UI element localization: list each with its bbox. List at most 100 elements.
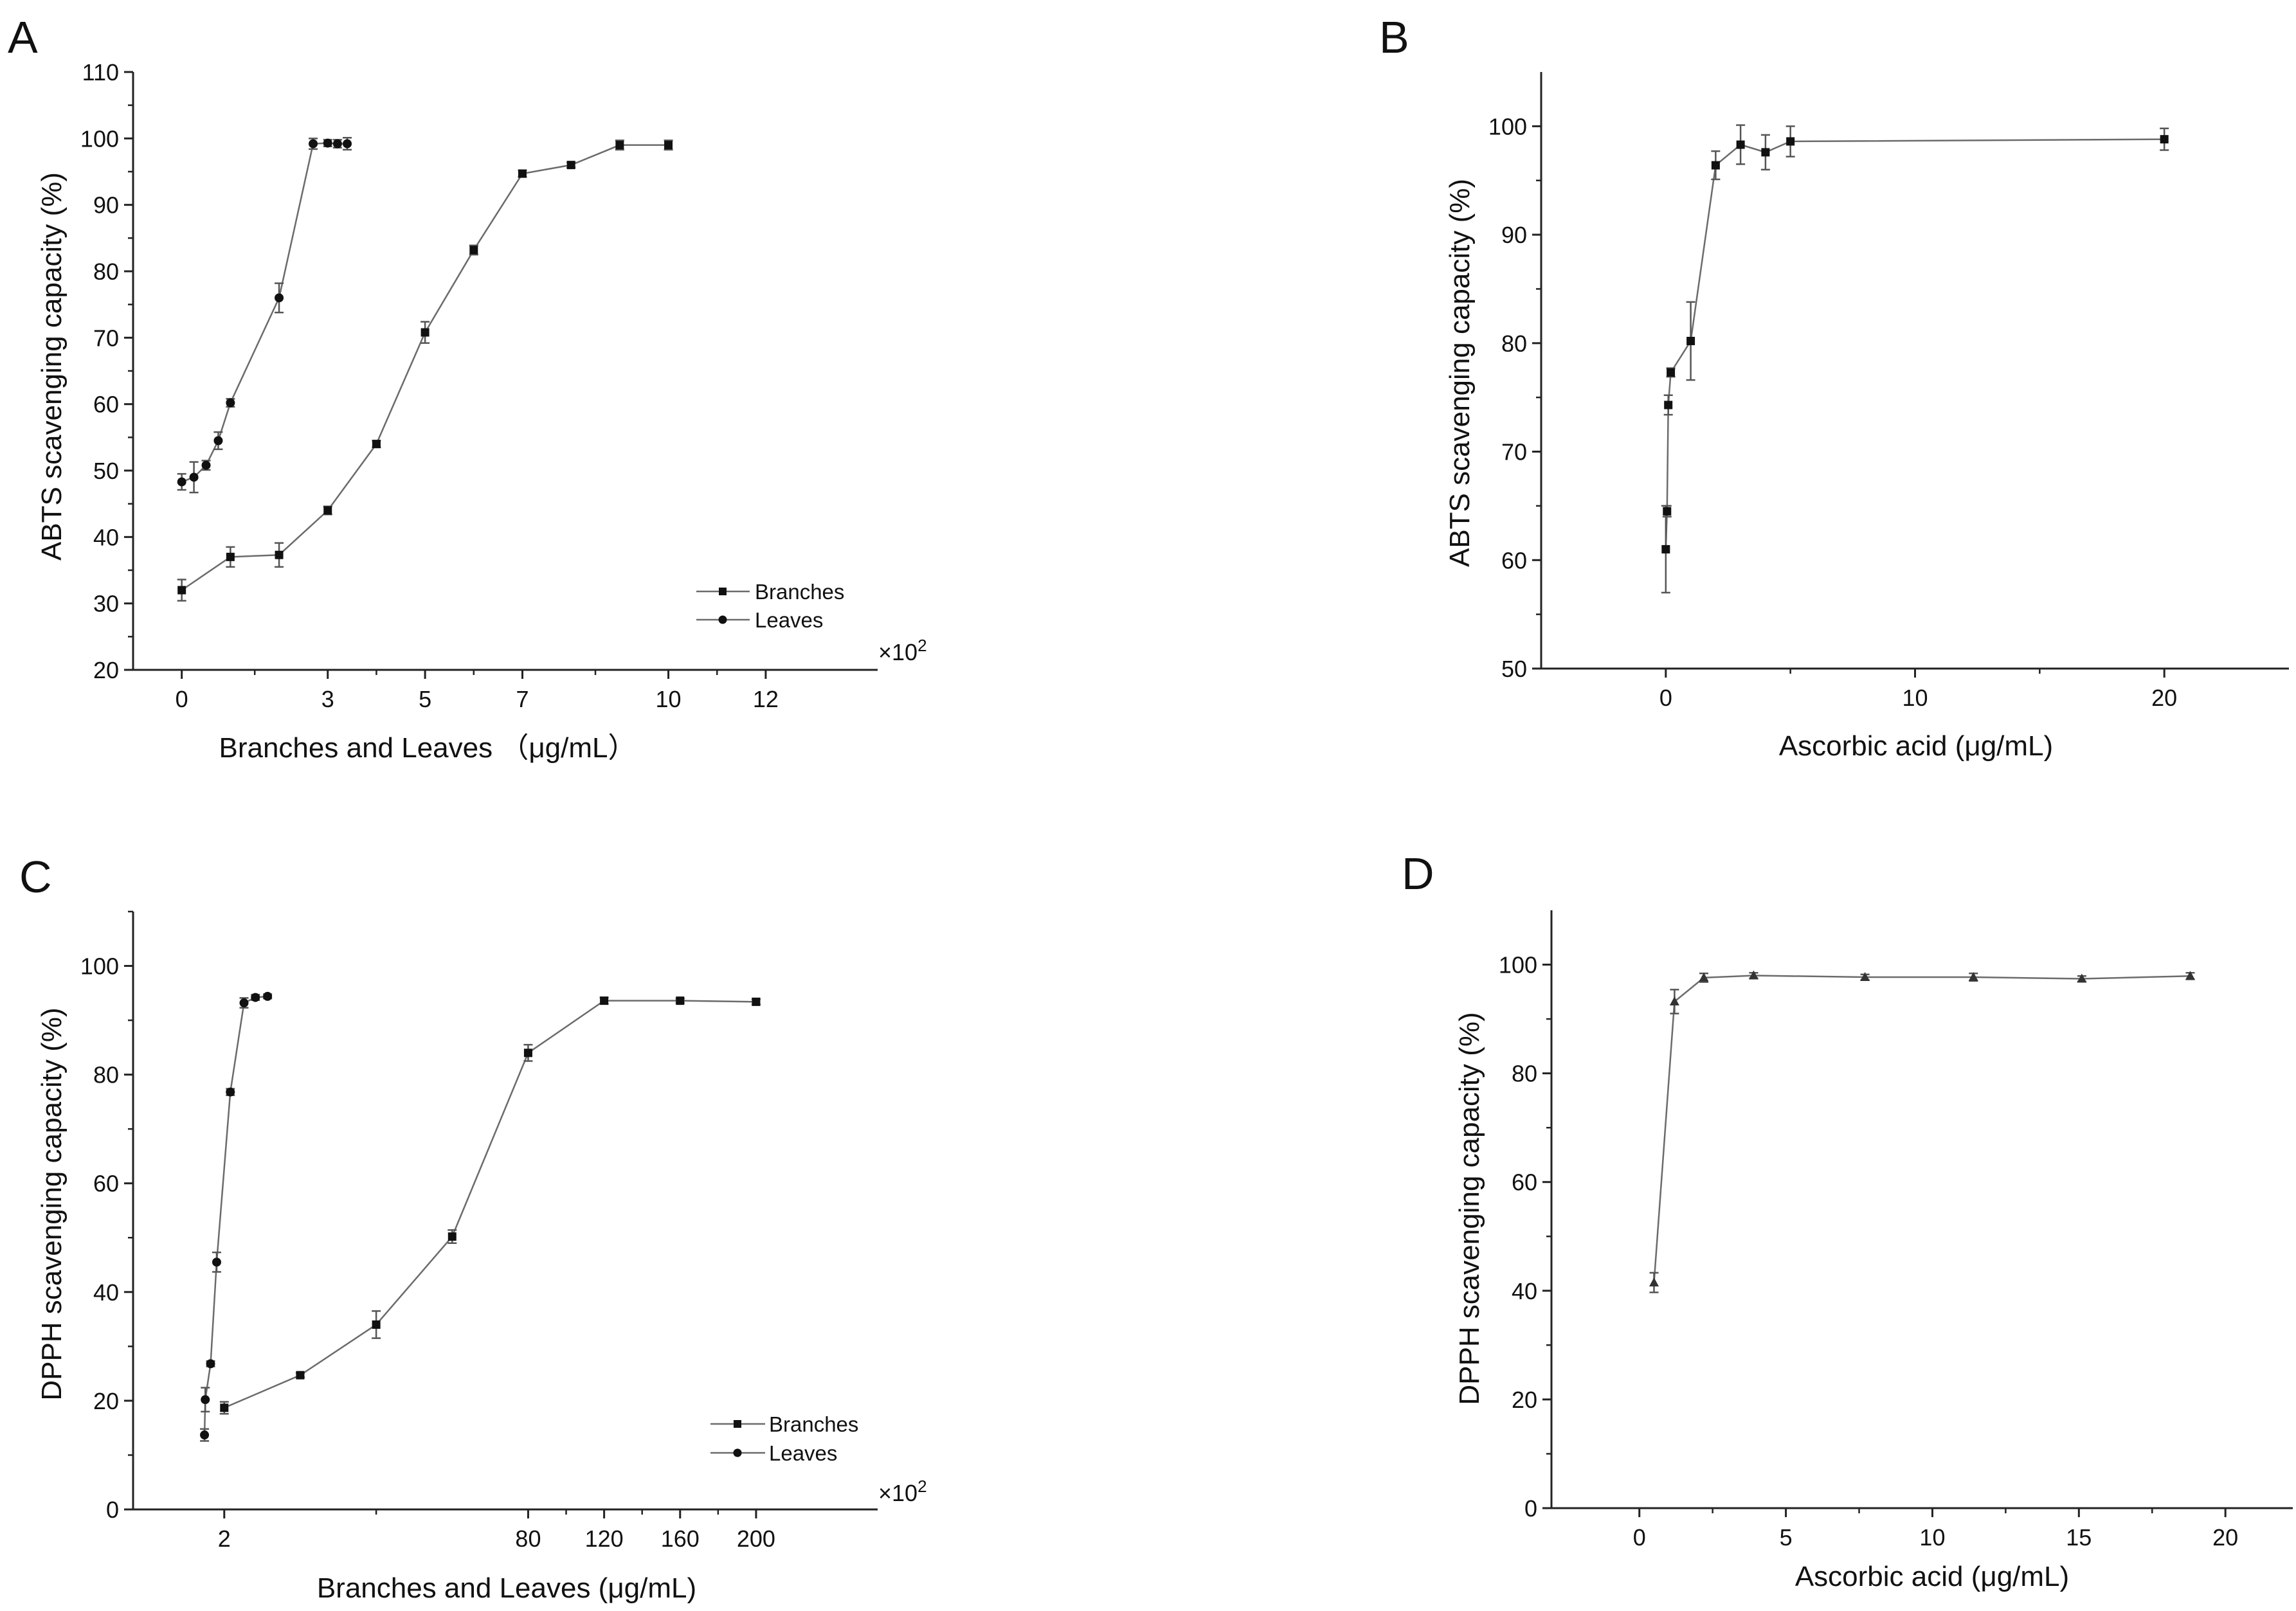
y-tick-label: 20	[1512, 1387, 1537, 1413]
y-tick-label: 60	[1501, 547, 1527, 573]
x-tick-label: 0	[1633, 1524, 1646, 1551]
x-tick-label: 20	[2151, 685, 2177, 711]
x-axis-label: Ascorbic acid (μg/mL)	[1795, 1561, 2069, 1592]
legend-label-branches: Branches	[755, 580, 844, 604]
x-axis-label: Branches and Leaves (μg/mL)	[317, 1572, 696, 1604]
x-tick-labels: 0 10 20	[1659, 685, 2177, 711]
data-point	[275, 293, 284, 303]
data-point	[220, 1403, 229, 1412]
y-tick-label: 40	[1512, 1278, 1537, 1304]
data-point	[296, 1371, 305, 1380]
data-point	[1761, 148, 1770, 157]
series-line-leaves	[181, 142, 348, 483]
series-line-ascorbic-acid	[1665, 138, 2165, 550]
panel-d: D 0 20 40 60 80 100 0 5 10 15 20 DPPH scavenging …	[1402, 849, 2293, 1592]
data-point	[201, 460, 211, 470]
x-tick-labels: 0 5 10 15 20	[1633, 1524, 2239, 1551]
x-tick-label: 15	[2066, 1524, 2092, 1551]
panel-label-a: A	[8, 12, 38, 62]
legend: Branches Leaves	[710, 1412, 858, 1465]
y-tick-labels: 0 20 40 60 80 100	[80, 953, 119, 1523]
y-tick-label: 40	[93, 1279, 119, 1306]
x-tick-label: 5	[1780, 1524, 1793, 1551]
data-point	[523, 1048, 532, 1058]
data-point	[1649, 1277, 1659, 1287]
data-point	[2160, 135, 2169, 144]
data-point	[1667, 368, 1676, 377]
data-point	[309, 139, 318, 148]
x-tick-label: 12	[753, 686, 779, 712]
data-point	[1661, 544, 1670, 554]
x-tick-label: 3	[321, 686, 334, 712]
x-axis-label: Ascorbic acid (μg/mL)	[1779, 730, 2053, 762]
y-tick-label: 0	[106, 1497, 119, 1523]
y-tick-label: 30	[93, 591, 119, 617]
data-point	[213, 436, 223, 446]
data-point	[201, 1395, 210, 1405]
legend: Branches Leaves	[696, 580, 844, 632]
series-line-branches	[181, 144, 669, 591]
legend-marker-leaves	[733, 1448, 742, 1457]
x-tick-label: 120	[585, 1526, 624, 1552]
data-point	[420, 328, 429, 337]
y-tick-label: 50	[93, 458, 119, 484]
data-point	[615, 141, 624, 150]
y-tick-label: 100	[80, 953, 119, 980]
panel-label-b: B	[1379, 12, 1409, 62]
x-tick-label: 10	[1919, 1524, 1945, 1551]
legend-marker-leaves	[718, 615, 727, 624]
y-tick-labels: 50 60 70 80 90 100	[1488, 113, 1527, 682]
x-multiplier-base: ×10	[878, 639, 917, 665]
data-point	[177, 477, 186, 487]
y-axis-label: DPPH scavenging capacity (%)	[36, 1007, 68, 1400]
x-tick-labels: 2 80 120 160 200	[218, 1526, 775, 1552]
data-point	[177, 586, 186, 595]
x-tick-label: 10	[656, 686, 682, 712]
panel-c: C 0 20 40 60 80 100 2 80 120 160 200 DPPH scaveng…	[19, 852, 927, 1604]
x-tick-label: 10	[1902, 685, 1928, 711]
x-tick-labels: 0 3 5 7 10 12	[176, 686, 779, 712]
y-tick-label: 100	[1499, 952, 1537, 978]
data-point	[1736, 140, 1745, 149]
data-point	[664, 141, 673, 150]
y-tick-label: 60	[93, 1171, 119, 1197]
data-point	[600, 996, 609, 1005]
data-point	[1663, 507, 1672, 516]
series-line-leaves	[203, 995, 268, 1436]
data-point	[676, 996, 685, 1005]
y-tick-label: 100	[80, 125, 119, 152]
series-line-branches	[224, 1000, 756, 1409]
data-point	[2185, 971, 2195, 980]
y-tick-label: 20	[93, 657, 119, 683]
data-point	[1686, 336, 1695, 345]
y-tick-label: 40	[93, 524, 119, 550]
data-point	[2077, 973, 2087, 983]
legend-label-leaves: Leaves	[755, 608, 823, 632]
y-tick-label: 60	[93, 392, 119, 418]
plot-area	[1542, 910, 2293, 1517]
y-tick-label: 80	[1512, 1061, 1537, 1087]
data-point	[275, 550, 284, 559]
y-tick-label: 90	[1501, 222, 1527, 248]
data-point	[212, 1257, 221, 1267]
data-point	[469, 246, 478, 255]
data-point	[226, 1087, 235, 1097]
data-point	[200, 1430, 210, 1440]
x-multiplier: ×102	[878, 636, 927, 665]
x-multiplier: ×102	[878, 1477, 927, 1506]
x-tick-label: 0	[1659, 685, 1672, 711]
y-tick-labels: 20 30 40 50 60 70 80 90 100 110	[80, 59, 119, 683]
y-tick-label: 80	[93, 258, 119, 285]
x-axis-label: Branches and Leaves （μg/mL）	[219, 732, 636, 764]
plot-area	[124, 71, 878, 679]
series-line-ascorbic-acid	[1653, 975, 2191, 1283]
data-point	[332, 139, 342, 148]
data-point	[226, 398, 235, 408]
data-point	[239, 998, 249, 1008]
x-tick-label: 5	[419, 686, 431, 712]
legend-label-leaves: Leaves	[769, 1441, 837, 1465]
y-tick-label: 70	[93, 325, 119, 351]
data-point	[189, 473, 199, 482]
y-axis-label: ABTS scavenging capacity (%)	[1444, 179, 1476, 567]
